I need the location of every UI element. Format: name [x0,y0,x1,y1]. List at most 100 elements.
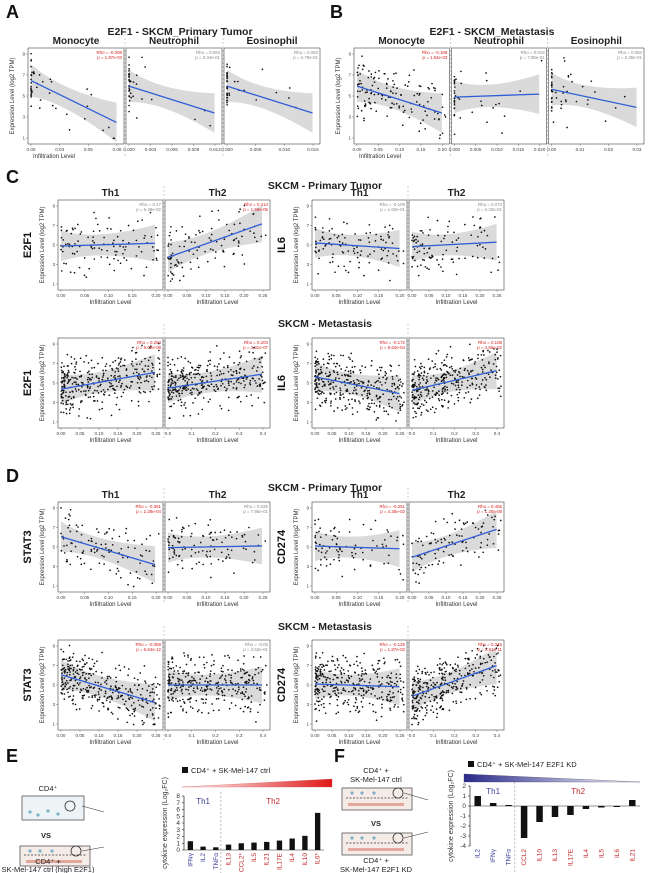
data-point [185,386,188,389]
data-point [136,381,139,384]
data-point [440,240,443,243]
data-point [216,385,218,388]
data-point [461,375,464,378]
data-point [205,677,208,680]
data-point [168,373,171,375]
data-point [176,689,179,692]
data-point [158,368,161,371]
data-point [356,256,359,259]
data-point [438,394,441,397]
data-point [421,365,423,368]
data-point [413,713,416,716]
data-point [61,664,64,667]
data-point [106,675,109,678]
x-tick-label: 0.20 [379,431,388,436]
data-point [136,678,139,681]
data-point [421,672,424,675]
data-point [329,563,332,566]
data-point [141,56,143,59]
data-point [63,365,65,368]
data-point [414,403,417,406]
data-point [344,405,347,407]
data-point [346,374,348,376]
data-point [69,508,72,511]
panel-letter-e: E [6,746,18,766]
x-tick-label: 0.10 [395,147,404,152]
data-point [408,74,411,77]
data-point [448,672,451,675]
x-tick-label: 0.20 [396,293,405,298]
data-point [84,393,87,396]
data-point [498,390,500,393]
data-point [417,573,419,576]
regression-line [356,85,443,114]
data-point [109,701,111,703]
data-point [438,687,441,689]
data-point [466,379,469,382]
data-point [65,400,68,402]
data-point [257,396,260,399]
data-point [141,368,144,370]
data-point [172,667,175,669]
data-point [73,675,76,678]
data-point [170,378,173,381]
data-point [234,672,237,675]
data-point [385,410,388,413]
data-point [175,516,178,519]
y-tick-label: 3 [52,702,55,707]
data-point [382,407,385,409]
x-tick-label: 0.003 [145,147,157,152]
panel-letter-d: D [6,466,19,486]
data-point [123,666,126,668]
data-point [202,397,205,399]
data-point [450,365,453,368]
data-point [199,689,202,692]
p-value-label: p = 2.36e-01 [617,55,642,60]
data-point [91,240,94,242]
data-point [66,560,69,563]
data-point [446,231,449,233]
data-point [479,388,481,391]
data-point [201,408,204,411]
data-point [78,415,80,417]
data-point [412,416,415,419]
data-point [347,703,350,706]
data-point [110,385,113,387]
data-point [62,396,64,399]
data-point [315,251,318,254]
data-point [115,573,118,575]
data-point [444,388,446,391]
y-tick-label: 1 [462,793,466,800]
data-point [217,690,219,692]
data-point [72,668,75,671]
data-point [392,252,394,255]
data-point [417,721,420,724]
rho-label: Rho = -0.05 [245,642,269,647]
scatter-chart-c-prim-il6: Expression Level (log2 TPM)IL613579Th1Rh… [276,186,505,306]
data-point [351,551,353,554]
data-point [406,85,409,87]
data-point [223,678,226,680]
data-point [98,687,101,690]
data-point [334,692,336,695]
data-point [428,268,430,271]
data-point [85,679,88,681]
data-point [402,111,405,113]
data-point [226,94,228,97]
data-point [318,677,321,680]
data-point [137,699,140,702]
bar [314,812,321,850]
data-point [479,546,482,549]
data-point [197,551,200,553]
data-point [326,550,328,552]
data-point [324,383,326,386]
data-point [149,709,152,711]
data-point [411,705,414,708]
data-point [380,696,383,698]
data-point [479,663,482,666]
data-point [372,385,375,388]
data-point [434,381,436,384]
data-point [195,699,198,702]
data-point [133,677,136,680]
data-point [441,697,443,700]
